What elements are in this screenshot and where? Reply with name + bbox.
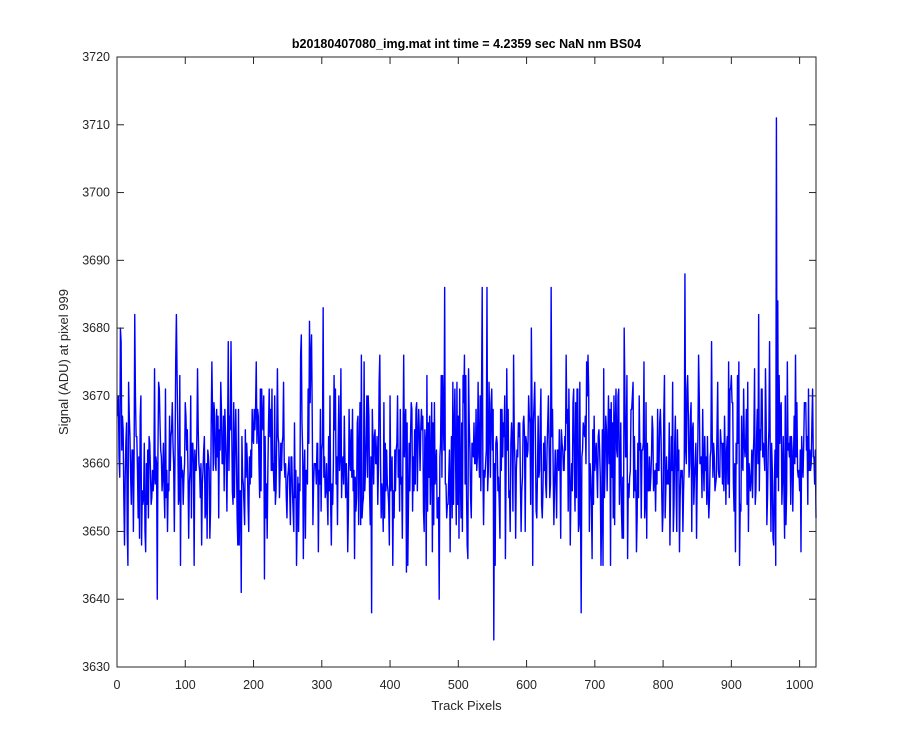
axes-box — [116, 56, 817, 668]
x-tick-label: 900 — [721, 678, 742, 692]
x-tick-label: 1000 — [786, 678, 814, 692]
x-tick-label: 700 — [584, 678, 605, 692]
signal-series-line — [116, 117, 817, 641]
y-tick-label: 3630 — [82, 660, 110, 674]
y-tick-label: 3690 — [82, 253, 110, 267]
y-tick-label: 3670 — [82, 389, 110, 403]
x-tick-label: 300 — [311, 678, 332, 692]
x-tick-label: 800 — [653, 678, 674, 692]
y-tick-label: 3680 — [82, 321, 110, 335]
x-tick-label: 100 — [175, 678, 196, 692]
x-tick-label: 0 — [114, 678, 121, 692]
y-tick-label: 3710 — [82, 118, 110, 132]
x-tick-label: 200 — [243, 678, 264, 692]
y-axis-label: Signal (ADU) at pixel 999 — [56, 289, 71, 435]
x-tick-label: 600 — [516, 678, 537, 692]
x-axis-label: Track Pixels — [431, 698, 502, 713]
x-tick-label: 500 — [448, 678, 469, 692]
plot-area — [117, 57, 816, 667]
y-tick-label: 3650 — [82, 524, 110, 538]
y-tick-label: 3720 — [82, 50, 110, 64]
y-tick-label: 3660 — [82, 457, 110, 471]
chart-title: b20180407080_img.mat int time = 4.2359 s… — [292, 37, 641, 51]
ticks-layer: 0 100 200 300 400 500 600 700 800 900 1000 3630 3640… — [82, 50, 816, 692]
x-tick-label: 400 — [380, 678, 401, 692]
y-tick-label: 3700 — [82, 186, 110, 200]
y-tick-label: 3640 — [82, 592, 110, 606]
series-layer — [116, 117, 817, 641]
